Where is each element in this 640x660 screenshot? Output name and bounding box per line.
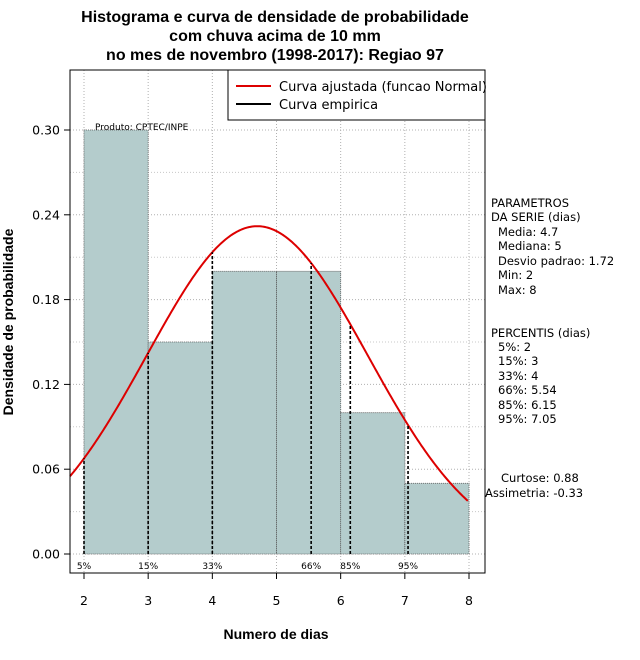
percentile-label: 33%: [202, 562, 222, 572]
y-tick-label: 0.24: [32, 207, 60, 222]
y-tick-label: 0.06: [32, 462, 60, 477]
axes: 2 3 4 5 6 7 8 0.00 0.06 0.12 0.18 0.24 0.30: [32, 123, 473, 609]
x-axis-label: Numero de dias: [223, 626, 328, 642]
y-tick-label: 0.12: [32, 377, 60, 392]
histogram-bar: [147, 341, 213, 555]
normal-fit-curve: [69, 225, 469, 502]
percentil-15: 15%: 3: [498, 354, 538, 368]
stat-mediana: Mediana: 5: [498, 239, 562, 253]
percentile-label: 66%: [301, 562, 321, 572]
x-tick-label: 4: [208, 593, 216, 608]
histogram-bar: [340, 412, 406, 555]
chart-title-line-1: Histograma e curva de densidade de proba…: [81, 9, 469, 26]
percentil-95: 95%: 7.05: [498, 412, 557, 426]
percentil-85: 85%: 6.15: [498, 398, 557, 412]
percentile-label: 5%: [77, 562, 92, 572]
histogram-bar: [211, 270, 277, 555]
x-tick-label: 2: [80, 593, 88, 608]
y-tick-label: 0.18: [32, 292, 60, 307]
legend-label-empirical: Curva empirica: [279, 98, 378, 113]
percentil-66: 66%: 5.54: [498, 383, 557, 397]
histogram-bar: [404, 482, 470, 555]
histogram-bar: [276, 270, 342, 555]
y-tick-label: 0.00: [32, 547, 60, 562]
percentile-label: 95%: [398, 562, 418, 572]
stat-assimetria: Assimetria: -0.33: [485, 486, 583, 500]
legend-label-fit: Curva ajustada (funcao Normal): [279, 80, 487, 95]
chart-title-line-3: no mes de novembro (1998-2017): Regiao 9…: [106, 47, 444, 64]
stat-media: Media: 4.7: [498, 225, 558, 239]
y-axis-label: Densidade de probabilidade: [0, 228, 16, 415]
x-tick-label: 5: [273, 593, 281, 608]
credit-label: Produto: CPTEC/INPE: [95, 123, 189, 133]
x-tick-label: 3: [144, 593, 152, 608]
stat-curtose: Curtose: 0.88: [501, 471, 579, 485]
y-tick-label: 0.30: [32, 123, 60, 138]
x-tick-label: 8: [465, 593, 473, 608]
chart-title-line-2: com chuva acima de 10 mm: [169, 28, 381, 45]
x-tick-label: 6: [337, 593, 345, 608]
histogram-bar: [83, 129, 149, 555]
percentis-title: PERCENTIS (dias): [491, 326, 590, 340]
percentil-33: 33%: 4: [498, 369, 538, 383]
normal-curve-layer: [69, 225, 469, 502]
x-tick-label: 7: [401, 593, 409, 608]
legend: Curva ajustada (funcao Normal) Curva emp…: [227, 69, 487, 121]
percentile-lines: 5% 15% 33% 66% 85% 95%: [77, 252, 418, 572]
percentile-label: 15%: [138, 562, 158, 572]
percentil-5: 5%: 2: [498, 340, 531, 354]
percentile-label: 85%: [340, 562, 360, 572]
stats-panel: PARAMETROS DA SERIE (dias) Media: 4.7 Me…: [485, 196, 614, 500]
stat-max: Max: 8: [498, 283, 537, 297]
parametros-title-2: DA SERIE (dias): [491, 210, 581, 224]
legend-box: [227, 69, 486, 121]
stat-desvio: Desvio padrao: 1.72: [498, 254, 614, 268]
parametros-title-1: PARAMETROS: [491, 196, 569, 210]
stat-min: Min: 2: [498, 268, 533, 282]
